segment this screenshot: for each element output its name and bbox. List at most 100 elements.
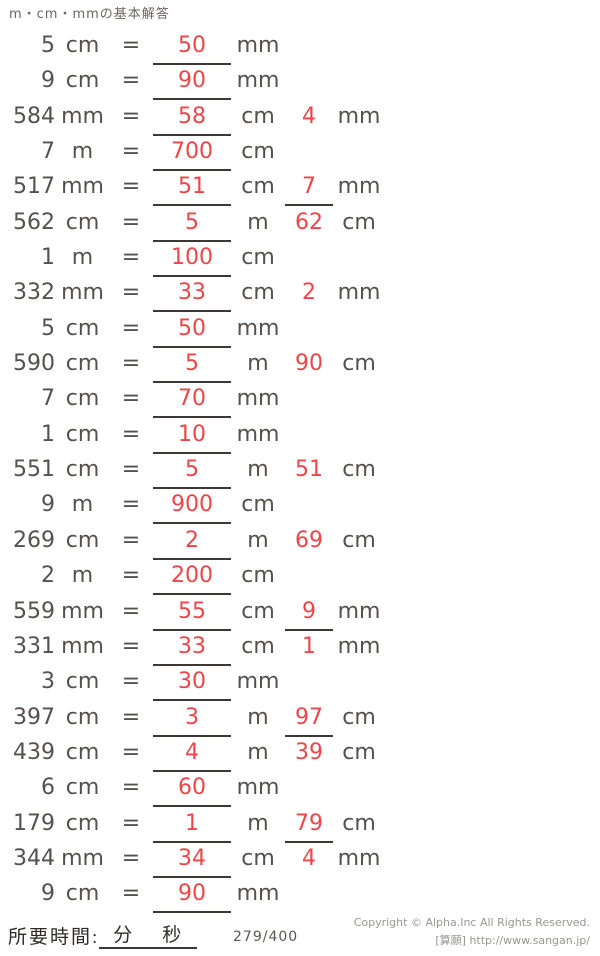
problem-row: 179 cm = 1 m 79 cm xyxy=(0,808,600,843)
copyright-line2: [算願] http://www.sangan.jp/ xyxy=(435,934,590,947)
unit-to-2 xyxy=(335,383,383,416)
unit-to-1: cm xyxy=(241,492,275,518)
unit-to-2: cm xyxy=(342,739,376,765)
problem-row: 551 cm = 5 m 51 cm xyxy=(0,454,600,490)
problem-row: 439 cm = 4 m 39 cm xyxy=(0,737,600,772)
problem-number: 2 xyxy=(41,563,55,589)
problem-row: 7 m = 700 cm xyxy=(0,136,600,172)
equals-sign: = xyxy=(121,351,141,377)
unit-to-2: mm xyxy=(337,598,381,624)
answer-blank-1: 33 xyxy=(153,631,231,666)
unit-from: cm xyxy=(65,669,100,695)
problem-number: 9 xyxy=(41,68,55,94)
answer-blank-1: 90 xyxy=(153,65,231,101)
unit-to-2: cm xyxy=(342,704,376,730)
equals-sign: = xyxy=(121,280,141,306)
unit-to-1: cm xyxy=(241,598,275,624)
equals-sign: = xyxy=(121,527,141,553)
answer-blank-1: 2 xyxy=(153,525,231,560)
equals-sign: = xyxy=(121,457,141,483)
equals-sign: = xyxy=(121,33,141,58)
equals-sign: = xyxy=(121,492,141,518)
unit-to-2: cm xyxy=(342,527,376,553)
problem-number: 590 xyxy=(13,351,55,377)
unit-from: cm xyxy=(65,351,100,377)
equals-sign: = xyxy=(121,421,141,447)
unit-from: cm xyxy=(65,704,100,730)
problem-number: 397 xyxy=(13,704,55,730)
unit-to-1: mm xyxy=(236,775,280,801)
answer-blank-1: 3 xyxy=(153,702,231,737)
unit-from: cm xyxy=(65,315,100,341)
answer-blank-1: 30 xyxy=(153,666,231,702)
answer-blank-2: 39 xyxy=(295,739,323,765)
problem-number: 5 xyxy=(41,315,55,341)
unit-from: cm xyxy=(65,209,100,235)
answer-blank-2 xyxy=(285,136,333,169)
unit-to-1: cm xyxy=(241,563,275,589)
unit-from: mm xyxy=(61,174,104,200)
equals-sign: = xyxy=(121,68,141,94)
problem-number: 3 xyxy=(41,669,55,695)
problem-row: 344 mm = 34 cm 4 mm xyxy=(0,843,600,878)
unit-to-1: m xyxy=(247,527,269,553)
problem-number: 179 xyxy=(13,810,55,836)
unit-to-2 xyxy=(335,30,383,63)
equals-sign: = xyxy=(121,209,141,235)
unit-from: m xyxy=(71,563,94,589)
unit-from: cm xyxy=(65,68,100,94)
unit-to-2 xyxy=(335,772,383,805)
answer-blank-2: 62 xyxy=(295,209,323,235)
problem-number: 7 xyxy=(41,139,55,165)
unit-to-2: mm xyxy=(337,280,381,306)
answer-blank-2: 4 xyxy=(302,103,316,129)
equals-sign: = xyxy=(121,739,141,765)
problem-row: 6 cm = 60 mm xyxy=(0,772,600,808)
unit-to-1: cm xyxy=(241,139,275,165)
answer-blank-2: 69 xyxy=(295,527,323,553)
equals-sign: = xyxy=(121,845,141,871)
answer-blank-1: 10 xyxy=(153,419,231,454)
time-required-label: 所要時間: xyxy=(8,927,100,948)
unit-to-1: m xyxy=(247,704,269,730)
problem-row: 584 mm = 58 cm 4 mm xyxy=(0,101,600,136)
equals-sign: = xyxy=(121,704,141,730)
unit-to-2 xyxy=(335,136,383,169)
problem-number: 551 xyxy=(13,457,55,483)
progress-counter: 279/400 xyxy=(233,929,299,945)
problem-list: 5 cm = 50 mm 9 cm = 90 mm 584 mm = 58 cm… xyxy=(0,30,600,914)
answer-blank-1: 700 xyxy=(153,136,231,172)
answer-blank-1: 5 xyxy=(153,207,231,242)
answer-blank-1: 90 xyxy=(153,878,231,914)
answer-blank-2: 79 xyxy=(285,808,333,843)
answer-blank-1: 33 xyxy=(153,277,231,313)
unit-to-2: mm xyxy=(337,174,381,200)
problem-number: 9 xyxy=(41,881,55,907)
unit-from: m xyxy=(71,492,94,518)
equals-sign: = xyxy=(121,315,141,341)
unit-to-1: m xyxy=(247,457,269,483)
answer-blank-2 xyxy=(285,666,333,699)
problem-number: 9 xyxy=(41,492,55,518)
unit-to-1: m xyxy=(247,739,269,765)
unit-to-1: mm xyxy=(236,68,280,94)
unit-from: m xyxy=(71,245,94,271)
problem-row: 3 cm = 30 mm xyxy=(0,666,600,702)
problem-row: 5 cm = 50 mm xyxy=(0,313,600,348)
problem-row: 517 mm = 51 cm 7 mm xyxy=(0,171,600,207)
problem-row: 5 cm = 50 mm xyxy=(0,30,600,65)
problem-number: 1 xyxy=(41,245,55,271)
equals-sign: = xyxy=(121,669,141,695)
unit-to-1: cm xyxy=(241,280,275,306)
unit-to-2 xyxy=(335,242,383,275)
answer-blank-1: 1 xyxy=(153,808,231,843)
unit-from: mm xyxy=(61,598,104,624)
answer-blank-1: 100 xyxy=(153,242,231,278)
answer-blank-1: 55 xyxy=(153,596,231,631)
answer-blank-2 xyxy=(285,383,333,416)
answer-blank-1: 900 xyxy=(153,489,231,525)
unit-from: cm xyxy=(65,775,100,801)
problem-row: 562 cm = 5 m 62 cm xyxy=(0,207,600,242)
unit-to-2: cm xyxy=(342,351,376,377)
